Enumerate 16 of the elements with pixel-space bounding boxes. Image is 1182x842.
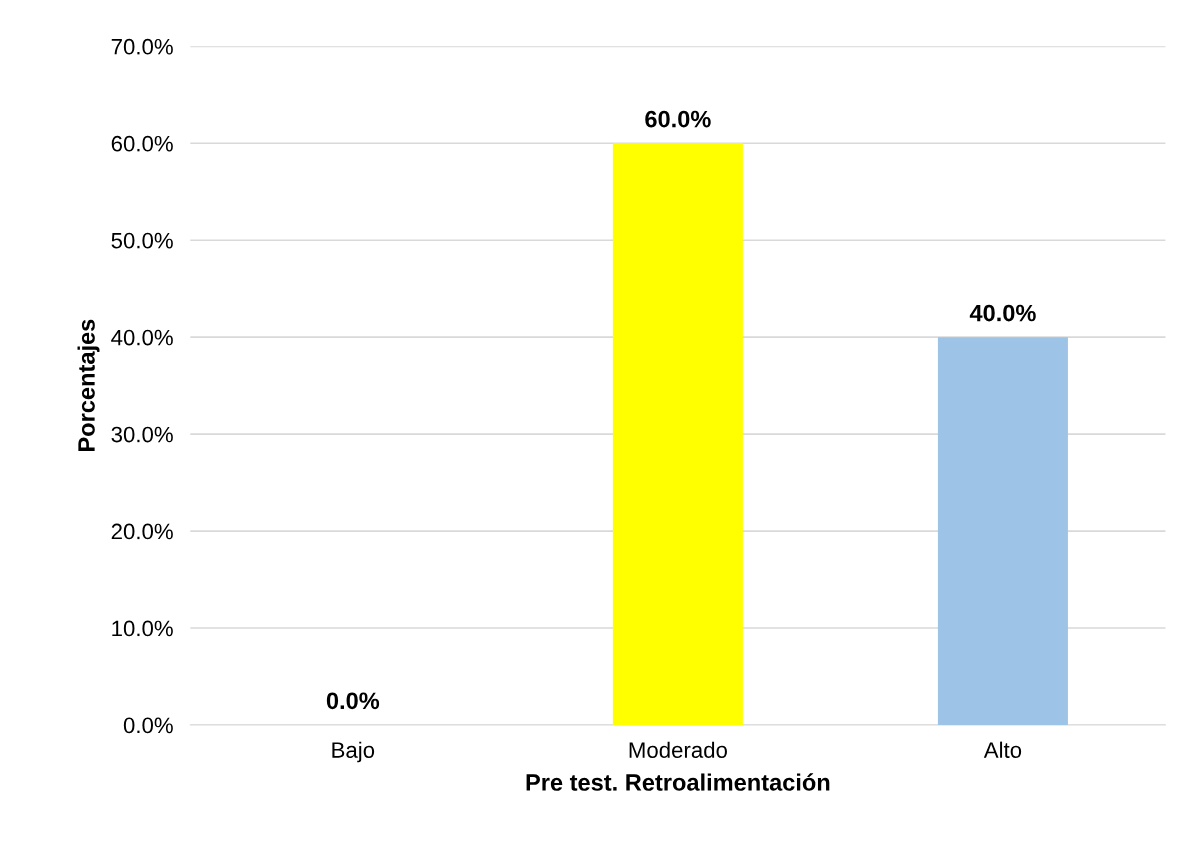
y-tick-label: 20.0%: [111, 523, 173, 540]
y-tick-label: 50.0%: [111, 232, 173, 249]
x-axis-title: Pre test. Retroalimentación: [526, 773, 830, 791]
x-tick-label: Bajo: [332, 741, 375, 763]
y-tick-label: 0.0%: [123, 717, 173, 734]
x-tick-label: Moderado: [629, 741, 727, 758]
y-axis-title: Porcentajes: [77, 319, 100, 451]
y-tick-label: 70.0%: [111, 38, 173, 55]
data-label: 40.0%: [969, 304, 1036, 322]
data-label: 60.0%: [645, 110, 711, 128]
data-label: 0.0%: [326, 692, 380, 710]
y-tick-label: 40.0%: [111, 329, 173, 346]
y-tick-label: 10.0%: [112, 620, 173, 637]
x-tick-label: Alto: [983, 741, 1022, 758]
y-tick-label: 30.0%: [111, 426, 173, 443]
y-tick-label: 60.0%: [111, 135, 173, 152]
